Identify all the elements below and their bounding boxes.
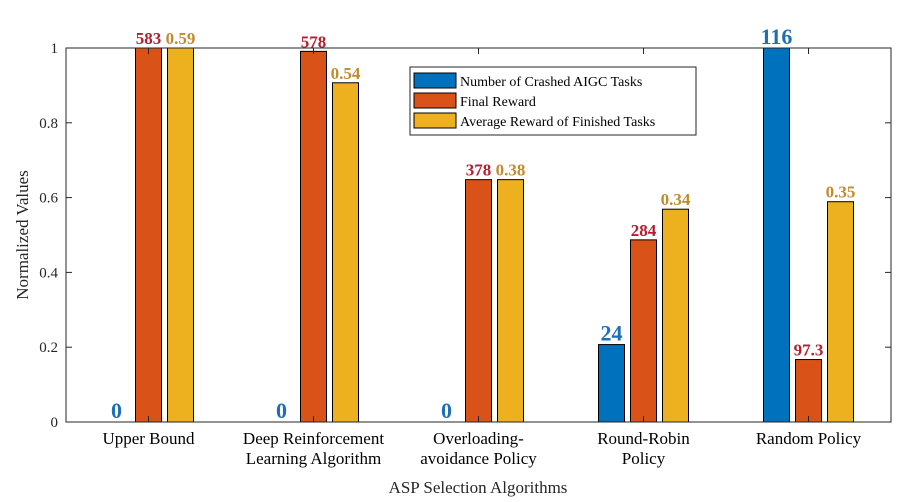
x-category-label-line: Deep Reinforcement bbox=[243, 429, 384, 448]
x-category-label-line: Round-Robin bbox=[597, 429, 690, 448]
data-label: 0.54 bbox=[331, 64, 361, 83]
x-category-label: Round-Robin Policy bbox=[597, 429, 690, 468]
bar bbox=[167, 47, 194, 423]
x-category-label-line: avoidance Policy bbox=[420, 449, 537, 468]
bar bbox=[300, 50, 327, 423]
legend-entry-label: Final Reward bbox=[460, 95, 536, 110]
bar bbox=[827, 201, 854, 423]
legend-swatch bbox=[413, 112, 457, 129]
x-category-label: Deep Reinforcement Learning Algorithm bbox=[243, 429, 384, 468]
y-tick-label: 0 bbox=[51, 415, 59, 431]
x-category-label-line: Random Policy bbox=[756, 429, 862, 448]
y-axis-label: Normalized Values bbox=[13, 170, 32, 300]
x-category-label: Overloading-avoidance Policy bbox=[420, 429, 537, 468]
data-label: 378 bbox=[466, 161, 492, 180]
x-category-label: Upper Bound bbox=[102, 429, 195, 448]
legend-entry-label: Average Reward of Finished Tasks bbox=[460, 115, 655, 130]
bar bbox=[662, 208, 689, 423]
data-label: 583 bbox=[136, 29, 162, 48]
data-label: 578 bbox=[301, 32, 327, 51]
bar bbox=[763, 47, 790, 423]
data-label: 0 bbox=[276, 398, 287, 423]
data-label: 0.35 bbox=[826, 183, 856, 202]
y-tick-label: 0.6 bbox=[39, 191, 58, 207]
data-label: 116 bbox=[761, 24, 793, 49]
legend: Number of Crashed AIGC Tasks Final Reward… bbox=[409, 66, 697, 136]
data-label: 0 bbox=[111, 398, 122, 423]
bar bbox=[332, 82, 359, 423]
data-label: 284 bbox=[631, 221, 657, 240]
data-label: 24 bbox=[601, 321, 623, 346]
x-category-label: Random Policy bbox=[756, 429, 862, 448]
y-tick-label: 0.4 bbox=[39, 265, 58, 281]
data-label: 0.34 bbox=[661, 190, 691, 209]
bar bbox=[135, 47, 162, 423]
x-axis-label: ASP Selection Algorithms bbox=[389, 478, 568, 497]
x-category-label-line: Upper Bound bbox=[102, 429, 195, 448]
bar bbox=[598, 344, 625, 423]
legend-entry-label: Number of Crashed AIGC Tasks bbox=[460, 75, 642, 90]
x-category-label-line: Overloading- bbox=[433, 429, 524, 448]
data-label: 0 bbox=[441, 398, 452, 423]
y-tick-label: 1 bbox=[51, 41, 59, 57]
data-label: 0.38 bbox=[496, 161, 526, 180]
y-tick-label: 0.2 bbox=[39, 340, 58, 356]
bar bbox=[465, 179, 492, 423]
legend-swatch bbox=[413, 72, 457, 89]
legend-swatch bbox=[413, 92, 457, 109]
bar bbox=[795, 359, 822, 423]
x-category-label-line: Learning Algorithm bbox=[246, 449, 382, 468]
bar bbox=[497, 179, 524, 423]
data-label: 97.3 bbox=[794, 341, 824, 360]
legend-box bbox=[409, 66, 697, 136]
y-tick-label: 0.8 bbox=[39, 116, 58, 132]
bar bbox=[630, 239, 657, 423]
data-label: 0.59 bbox=[166, 29, 196, 48]
x-category-label-line: Policy bbox=[622, 449, 666, 468]
